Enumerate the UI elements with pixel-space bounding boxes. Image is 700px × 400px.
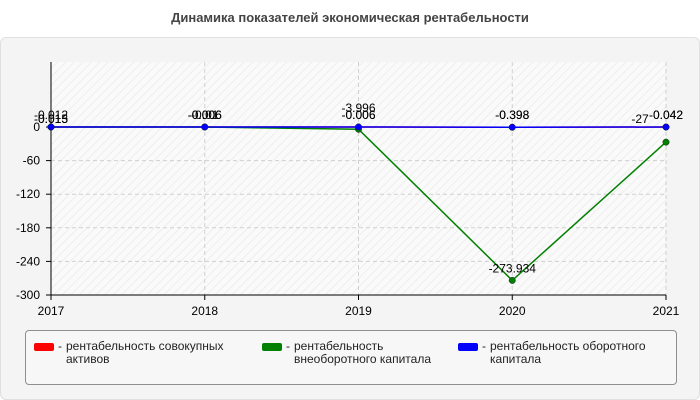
- data-label: -0.006: [188, 108, 222, 122]
- data-label: -27: [631, 112, 649, 126]
- data-label: -0.01: [191, 108, 219, 122]
- y-tick-label: -300: [16, 288, 40, 302]
- data-label: -3.996: [341, 101, 375, 115]
- data-label: -273.934: [489, 261, 537, 275]
- data-point: [662, 123, 670, 131]
- legend-label: - рентабельность внеоборотного капитала: [286, 339, 431, 366]
- data-label: -0.006: [341, 108, 375, 122]
- x-tick-label: 2021: [653, 304, 680, 318]
- data-point: [355, 123, 362, 131]
- x-tick-label: 2019: [345, 304, 372, 318]
- data-point: [508, 123, 516, 131]
- data-label: -0.042: [649, 108, 683, 122]
- data-point: [201, 123, 209, 131]
- line-chart: 0 -60 -120 -180 -240 -300 2017 2018 2019 2020 2021…: [16, 62, 683, 318]
- data-point: [47, 123, 55, 131]
- y-tick-label: 0: [33, 120, 40, 134]
- y-tick-label: -180: [16, 221, 40, 235]
- chart-title: Динамика показателей экономическая рента…: [171, 10, 529, 25]
- legend-label: - рентабельность оборотного капитала: [482, 339, 646, 366]
- legend-swatch-red: [34, 343, 54, 351]
- data-label: -0.013: [34, 112, 68, 126]
- data-label: -0.006: [188, 108, 222, 122]
- data-label: -0.015: [34, 112, 68, 126]
- legend: - рентабельность совокупных активов - рент…: [25, 330, 677, 385]
- data-point: [508, 276, 516, 284]
- legend-swatch-green: [262, 343, 282, 351]
- data-label: -0.042: [649, 108, 683, 122]
- y-tick-label: -120: [16, 187, 40, 201]
- x-tick-label: 2020: [499, 304, 526, 318]
- y-tick-label: -240: [16, 254, 40, 268]
- data-label: -0.006: [341, 108, 375, 122]
- y-tick-label: -60: [23, 154, 41, 168]
- legend-label: - рентабельность совокупных активов: [58, 339, 224, 366]
- data-point: [662, 138, 670, 146]
- x-tick-label: 2018: [191, 304, 218, 318]
- data-label: -0.398: [495, 108, 529, 122]
- data-label: -0.012: [34, 108, 68, 122]
- legend-swatch-blue: [458, 343, 478, 351]
- data-label: -0.398: [495, 108, 529, 122]
- x-tick-label: 2017: [38, 304, 65, 318]
